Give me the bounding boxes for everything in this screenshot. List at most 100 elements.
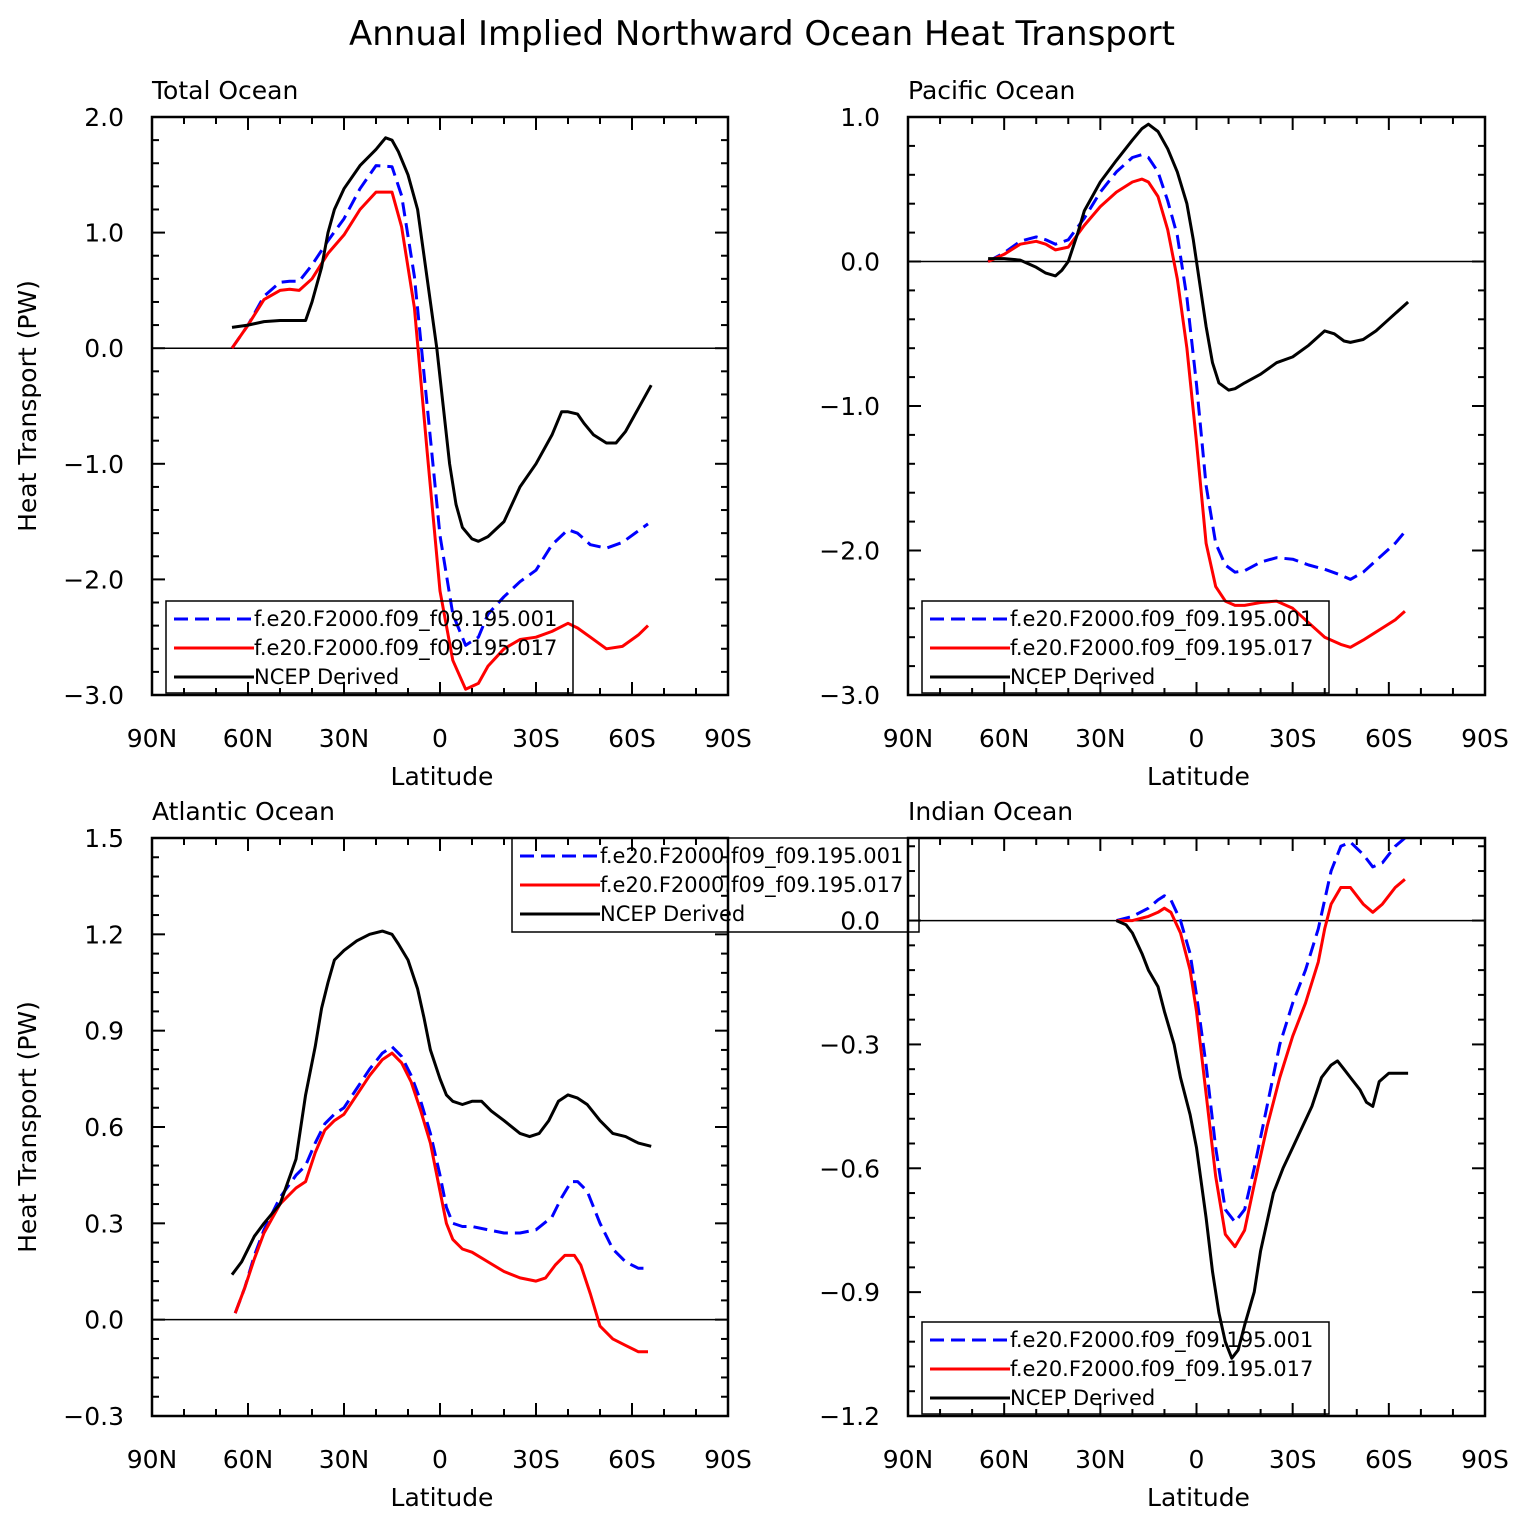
x-tick-label: 30N [319,1445,370,1474]
y-tick-label: −0.3 [819,1030,880,1059]
legend-label-3: NCEP Derived [600,902,745,926]
x-tick-label: 30S [1269,724,1317,753]
y-tick-label: −1.2 [819,1402,880,1431]
series-line-1 [1116,836,1406,1224]
x-tick-label: 90S [1461,1445,1509,1474]
y-tick-label: −3.0 [819,681,880,710]
y-tick-label: −2.0 [819,537,880,566]
series-line-2 [987,177,1406,649]
plot-frame [150,115,730,697]
panel-2: 90N 60N 30N 0 30S 60S 90S 1.5 1.2 0.9 0.6 0.3 0.0 −0.… [13,797,920,1512]
panel-title: Total Ocean [151,76,298,105]
legend-label-1: f.e20.F2000.f09_f09.195.001 [1010,607,1313,632]
x-axis-label: Latitude [1147,1483,1250,1512]
x-tick-label: 60S [608,724,656,753]
x-tick-label: 60N [979,724,1030,753]
legend-box [921,600,1330,694]
x-tick-label: 30N [1075,724,1126,753]
y-axis-label: Heat Transport (PW) [13,280,42,532]
x-tick-label: 30N [1075,1445,1126,1474]
plot-frame [150,836,730,1418]
panel-title: Pacific Ocean [908,76,1075,105]
series-line-3 [988,122,1410,392]
x-tick-label: 0 [432,1445,448,1474]
x-tick-label: 90S [704,724,752,753]
series-line-1 [233,1045,648,1314]
series-line-2 [1116,878,1406,1249]
x-tick-label: 30S [512,724,560,753]
y-tick-label: 0.0 [840,248,880,277]
legend: f.e20.F2000.f09_f09.195.001 f.e20.F2000.f… [165,600,574,694]
legend-label-1: f.e20.F2000.f09_f09.195.001 [1010,1328,1313,1353]
legend-label-2: f.e20.F2000.f09_f09.195.017 [1010,1357,1313,1382]
legend-label-1: f.e20.F2000.f09_f09.195.001 [254,607,557,632]
figure-title: Annual Implied Northward Ocean Heat Tran… [349,14,1175,54]
legend-box [921,1321,1330,1415]
y-tick-label: 0.0 [84,1306,124,1335]
x-tick-label: 60S [1365,1445,1413,1474]
x-tick-label: 90S [704,1445,752,1474]
legend-label-2: f.e20.F2000.f09_f09.195.017 [600,873,903,898]
series-line-1 [230,164,649,647]
y-tick-label: 0.6 [84,1113,124,1142]
legend-label-2: f.e20.F2000.f09_f09.195.017 [254,636,557,661]
series-line-3 [231,136,653,543]
legend-label-1: f.e20.F2000.f09_f09.195.001 [600,844,903,869]
x-tick-label: 60N [223,724,274,753]
x-axis-label: Latitude [1147,762,1250,791]
plot-frame [906,836,1487,1418]
x-tick-label: 60S [1365,724,1413,753]
legend-label-2: f.e20.F2000.f09_f09.195.017 [1010,636,1313,661]
y-tick-label: 1.5 [84,824,124,853]
legend: f.e20.F2000.f09_f09.195.001 f.e20.F2000.f… [921,600,1330,694]
legend-label-3: NCEP Derived [1010,1386,1155,1410]
x-tick-label: 90N [883,1445,934,1474]
series-line-2 [230,190,650,691]
panel-0: 90N 60N 30N 0 30S 60S 90S 2.0 1.0 0.0 −1.0 −2.0 −3.0… [13,76,752,791]
x-tick-label: 0 [432,724,448,753]
x-tick-label: 90N [127,1445,178,1474]
y-tick-label: 0.9 [84,1017,124,1046]
panel-title: Atlantic Ocean [152,797,335,826]
x-tick-label: 90S [1461,724,1509,753]
legend-box [165,600,574,694]
x-tick-label: 60N [979,1445,1030,1474]
legend: f.e20.F2000.f09_f09.195.001 f.e20.F2000.f… [921,1321,1330,1415]
y-tick-label: 0.0 [840,907,880,936]
panel-1: 90N 60N 30N 0 30S 60S 90S 1.0 0.0 −1.0 −2.0 −3.0 Lat… [819,76,1509,791]
y-tick-label: −0.9 [819,1278,880,1307]
legend-label-3: NCEP Derived [1010,665,1155,689]
x-tick-label: 90N [883,724,934,753]
y-tick-label: −2.0 [63,565,124,594]
legend-label-3: NCEP Derived [254,665,399,689]
x-tick-label: 0 [1189,724,1205,753]
y-tick-label: −0.3 [63,1402,124,1431]
plot-frame [906,115,1487,697]
x-tick-label: 90N [127,724,178,753]
x-tick-label: 30S [512,1445,560,1474]
y-tick-label: 0.3 [84,1209,124,1238]
y-tick-label: 1.2 [84,920,124,949]
y-tick-label: −0.6 [819,1154,880,1183]
y-axis-label: Heat Transport (PW) [13,1001,42,1253]
y-tick-label: −1.0 [819,392,880,421]
y-tick-label: 2.0 [84,103,124,132]
y-tick-label: 0.0 [84,334,124,363]
x-axis-label: Latitude [391,1483,494,1512]
y-tick-label: 1.0 [84,219,124,248]
series-line-2 [233,1051,648,1354]
series-line-3 [230,929,652,1276]
x-tick-label: 60S [608,1445,656,1474]
panel-3: 90N 60N 30N 0 30S 60S 90S 0.0 −0.3 −0.6 −0.9 −1.2 La… [819,797,1509,1512]
panel-title: Indian Ocean [908,797,1073,826]
y-tick-label: −3.0 [63,681,124,710]
legend: f.e20.F2000.f09_f09.195.001 f.e20.F2000.f… [511,837,920,933]
x-tick-label: 60N [223,1445,274,1474]
y-tick-label: −1.0 [63,450,124,479]
y-tick-label: 1.0 [840,103,880,132]
legend-box [511,837,920,933]
x-tick-label: 0 [1189,1445,1205,1474]
x-tick-label: 30N [319,724,370,753]
